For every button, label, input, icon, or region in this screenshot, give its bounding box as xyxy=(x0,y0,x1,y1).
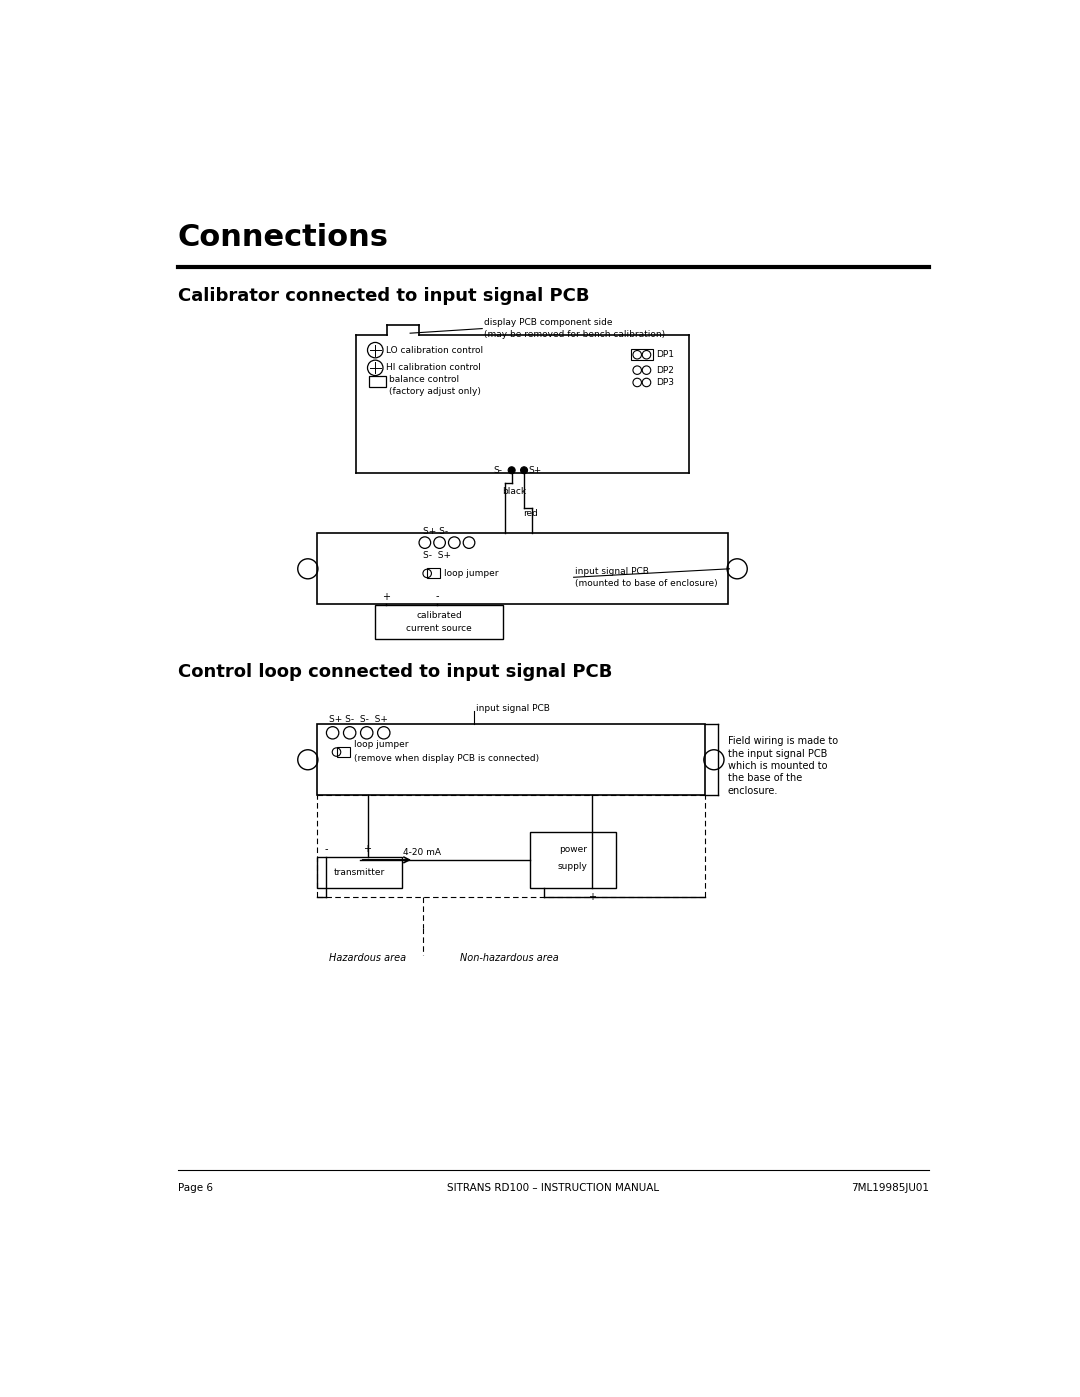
Text: S+: S+ xyxy=(528,465,541,475)
Text: LO calibration control: LO calibration control xyxy=(387,345,483,355)
Text: black: black xyxy=(502,486,526,496)
Bar xyxy=(369,376,387,387)
Text: current source: current source xyxy=(406,623,472,633)
Text: Control loop connected to input signal PCB: Control loop connected to input signal P… xyxy=(177,664,612,680)
Text: S+ S-  S-  S+: S+ S- S- S+ xyxy=(328,715,388,724)
Circle shape xyxy=(509,467,515,474)
Text: 7ML19985JU01: 7ML19985JU01 xyxy=(851,1183,930,1193)
Text: S-: S- xyxy=(494,465,502,475)
Text: -: - xyxy=(542,891,546,902)
Text: DP2: DP2 xyxy=(657,366,674,374)
Text: (may be removed for bench calibration): (may be removed for bench calibration) xyxy=(484,330,665,339)
Text: 4-20 mA: 4-20 mA xyxy=(403,848,441,856)
Text: input signal PCB: input signal PCB xyxy=(476,704,550,714)
Text: S-  S+: S- S+ xyxy=(423,552,451,560)
Text: Calibrator connected to input signal PCB: Calibrator connected to input signal PCB xyxy=(177,288,589,305)
Text: transmitter: transmitter xyxy=(334,868,386,877)
Bar xyxy=(428,569,441,578)
Text: S+ S-: S+ S- xyxy=(423,527,448,535)
Text: Field wiring is made to: Field wiring is made to xyxy=(728,736,838,746)
Bar xyxy=(318,534,728,605)
Text: Non-hazardous area: Non-hazardous area xyxy=(460,953,559,964)
Bar xyxy=(375,605,503,638)
Text: supply: supply xyxy=(558,862,588,870)
Text: +: + xyxy=(382,591,390,602)
Text: red: red xyxy=(523,509,538,518)
Bar xyxy=(318,856,403,887)
Text: (mounted to base of enclosure): (mounted to base of enclosure) xyxy=(576,578,718,588)
Text: loop jumper: loop jumper xyxy=(444,569,499,578)
Text: -: - xyxy=(435,591,438,602)
Text: +: + xyxy=(364,844,372,854)
Text: which is mounted to: which is mounted to xyxy=(728,761,827,771)
Text: display PCB component side: display PCB component side xyxy=(484,319,612,327)
Text: +: + xyxy=(589,891,596,902)
Text: SITRANS RD100 – INSTRUCTION MANUAL: SITRANS RD100 – INSTRUCTION MANUAL xyxy=(447,1183,660,1193)
Text: Page 6: Page 6 xyxy=(177,1183,213,1193)
Text: -: - xyxy=(325,844,328,854)
Text: loop jumper: loop jumper xyxy=(353,740,408,749)
Text: Hazardous area: Hazardous area xyxy=(328,953,406,964)
Text: input signal PCB: input signal PCB xyxy=(576,567,649,577)
Text: Connections: Connections xyxy=(177,222,389,251)
Text: DP3: DP3 xyxy=(657,379,675,387)
Text: power: power xyxy=(558,845,586,854)
Text: (remove when display PCB is connected): (remove when display PCB is connected) xyxy=(353,754,539,763)
Text: calibrated: calibrated xyxy=(416,612,462,620)
Text: DP1: DP1 xyxy=(657,351,675,359)
Text: HI calibration control: HI calibration control xyxy=(387,363,481,373)
Text: balance control: balance control xyxy=(389,374,459,384)
Text: the input signal PCB: the input signal PCB xyxy=(728,749,827,759)
Text: (factory adjust only): (factory adjust only) xyxy=(389,387,481,397)
Circle shape xyxy=(521,467,527,474)
Text: the base of the: the base of the xyxy=(728,774,802,784)
Bar xyxy=(318,725,704,795)
Bar xyxy=(337,747,350,757)
Text: enclosure.: enclosure. xyxy=(728,785,779,795)
Bar xyxy=(631,349,652,360)
Bar xyxy=(530,833,616,887)
